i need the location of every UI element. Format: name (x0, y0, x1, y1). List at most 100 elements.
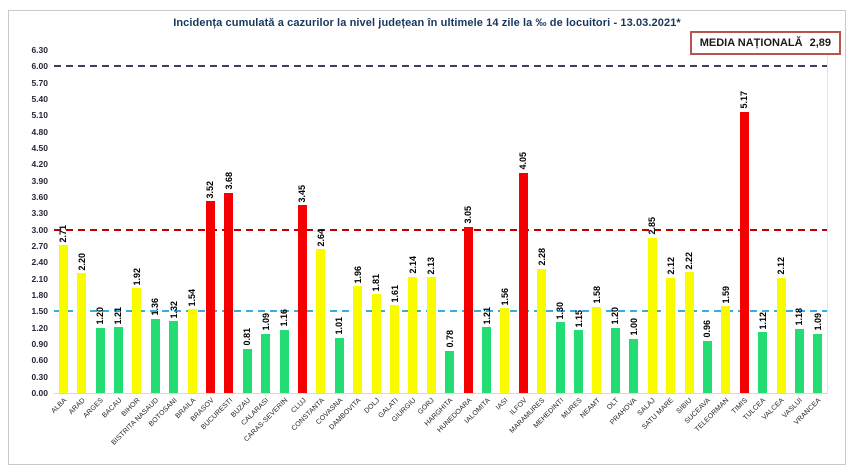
reference-line-1.50 (54, 310, 827, 313)
bar-column-alba: 2.71 ALBA (50, 50, 72, 415)
bar (353, 286, 363, 393)
chart-title: Incidența cumulată a cazurilor la nivel … (173, 17, 681, 29)
bar (58, 245, 68, 393)
bar (592, 306, 602, 393)
bar-column-braila: 1.54 BRAILA (174, 50, 201, 420)
y-axis-tick-label: 5.40 (31, 94, 48, 104)
bar (702, 340, 712, 393)
bar (113, 327, 123, 393)
bar (813, 333, 823, 393)
bar (261, 333, 271, 393)
bar (739, 111, 749, 393)
y-axis-tick-label: 3.30 (31, 208, 48, 219)
y-axis-tick-label: 0.00 (31, 388, 48, 398)
bar-column-cluj: 3.45 CLUJ (290, 50, 311, 415)
bar-value-label: 1.61 (389, 284, 400, 303)
y-axis-tick-label: 3.90 (31, 175, 48, 186)
bar-value-label: 1.16 (279, 309, 290, 327)
reference-line-6.00 (54, 65, 827, 68)
bar-value-label: 2.22 (684, 251, 695, 270)
bar-value-label: 0.78 (444, 330, 455, 348)
bar (205, 201, 215, 393)
bar-column-mures: 1.15 MURES (560, 50, 587, 420)
bar (390, 305, 400, 393)
bar (684, 272, 694, 393)
bar-value-label: 3.45 (297, 184, 308, 203)
bar-value-label: 3.05 (463, 206, 474, 224)
bar (482, 327, 492, 393)
bar-value-label: 1.92 (131, 267, 142, 286)
y-axis-tick-label: 5.70 (31, 77, 48, 88)
bar-column-vaslui: 1.18 VASLUI (782, 50, 808, 419)
bar (776, 277, 786, 393)
bar-value-label: 0.96 (702, 320, 713, 338)
bar (132, 288, 142, 393)
bar-column-covasna: 1.01 COVASNA (315, 50, 348, 426)
bar-column-gorj: 2.13 GORJ (417, 50, 440, 416)
bar (629, 338, 639, 393)
bar-value-label: 1.20 (95, 307, 106, 325)
bar (500, 308, 510, 393)
bar (242, 348, 252, 393)
bar (95, 327, 105, 393)
bar-column-arad: 2.20 ARAD (68, 50, 90, 416)
bar-value-label: 1.32 (168, 300, 179, 319)
bar-value-label: 1.58 (591, 286, 602, 304)
bar-value-label: 5.17 (739, 91, 750, 109)
bar-value-label: 1.12 (757, 311, 768, 330)
bar-column-bihor: 1.92 BIHOR (121, 50, 146, 418)
bar-column-caras-severin: 1.16 CARAS-SEVERIN (243, 50, 293, 443)
bar-value-label: 1.36 (150, 298, 161, 316)
bar-value-label: 2.28 (536, 248, 547, 266)
bar-column-teleorman: 1.59 TELEORMAN (694, 50, 735, 433)
bar (555, 322, 565, 393)
bar (445, 350, 455, 393)
y-axis-tick-label: 6.30 (31, 45, 48, 55)
y-axis-tick-label: 0.90 (31, 339, 48, 349)
bar-column-dolj: 1.81 DOLJ (363, 50, 385, 415)
bar-column-botosani: 1.32 BOTOSANI (148, 50, 182, 428)
bar-value-label: 2.13 (426, 256, 437, 275)
bar-column-ialomita: 1.21 IALOMITA (463, 50, 495, 426)
bar-column-neamt: 1.58 NEAMT (579, 50, 606, 419)
bar (334, 338, 344, 393)
y-axis-tick-label: 4.50 (31, 143, 48, 153)
bar (77, 273, 87, 393)
y-axis-tick-label: 4.80 (31, 126, 48, 137)
bar-column-arges: 1.20 ARGES (82, 50, 109, 419)
plot-area: 2.71 ALBA 2.20 ARAD 1.20 ARGES 1.21 BACAU 1.92 BI… (50, 50, 828, 447)
bar-column-buzau: 0.81 BUZAU (230, 50, 256, 419)
bar-value-label: 2.71 (58, 224, 69, 243)
bar-column-harghita: 0.78 HARGHITA (424, 50, 459, 428)
bar (794, 328, 804, 393)
bar-value-label: 3.68 (223, 172, 234, 190)
bar-column-valcea: 2.12 VALCEA (761, 50, 790, 422)
bar (224, 192, 234, 393)
national-average-box: MEDIA NAȚIONALĂ 2,89 (689, 31, 841, 55)
bar-column-iasi: 1.56 IASI (495, 50, 514, 412)
bar-value-label: 2.12 (665, 257, 676, 275)
bar (426, 277, 436, 393)
bar-column-giurgiu: 2.14 GIURGIU (391, 50, 422, 424)
national-average-label: MEDIA NAȚIONALĂ (699, 37, 803, 49)
bar-column-salaj: 2.85 SALAJ (637, 50, 661, 417)
bar (408, 276, 418, 393)
bar-value-label: 4.05 (518, 151, 529, 170)
bar (537, 268, 547, 393)
y-axis-tick-label: 1.20 (31, 322, 48, 333)
bar (518, 172, 528, 393)
bar-value-label: 1.21 (113, 306, 124, 325)
bar (279, 329, 289, 393)
bar-column-suceava: 0.96 SUCEAVA (684, 50, 716, 425)
bar-value-label: 1.81 (371, 273, 382, 292)
bar-column-dambovita: 1.96 DAMBOVITA (328, 50, 367, 432)
bar-value-label: 1.20 (610, 307, 621, 325)
bar-value-label: 1.59 (720, 285, 731, 304)
y-axis-tick-label: 2.70 (31, 241, 48, 251)
bar (169, 321, 179, 393)
bar (721, 306, 731, 393)
bar (297, 205, 307, 393)
bar-value-label: 2.85 (647, 217, 658, 235)
bar-column-vrancea: 1.09 VRANCEA (793, 50, 827, 426)
bar-column-mehedinti: 1.30 MEHEDINTI (532, 50, 569, 430)
